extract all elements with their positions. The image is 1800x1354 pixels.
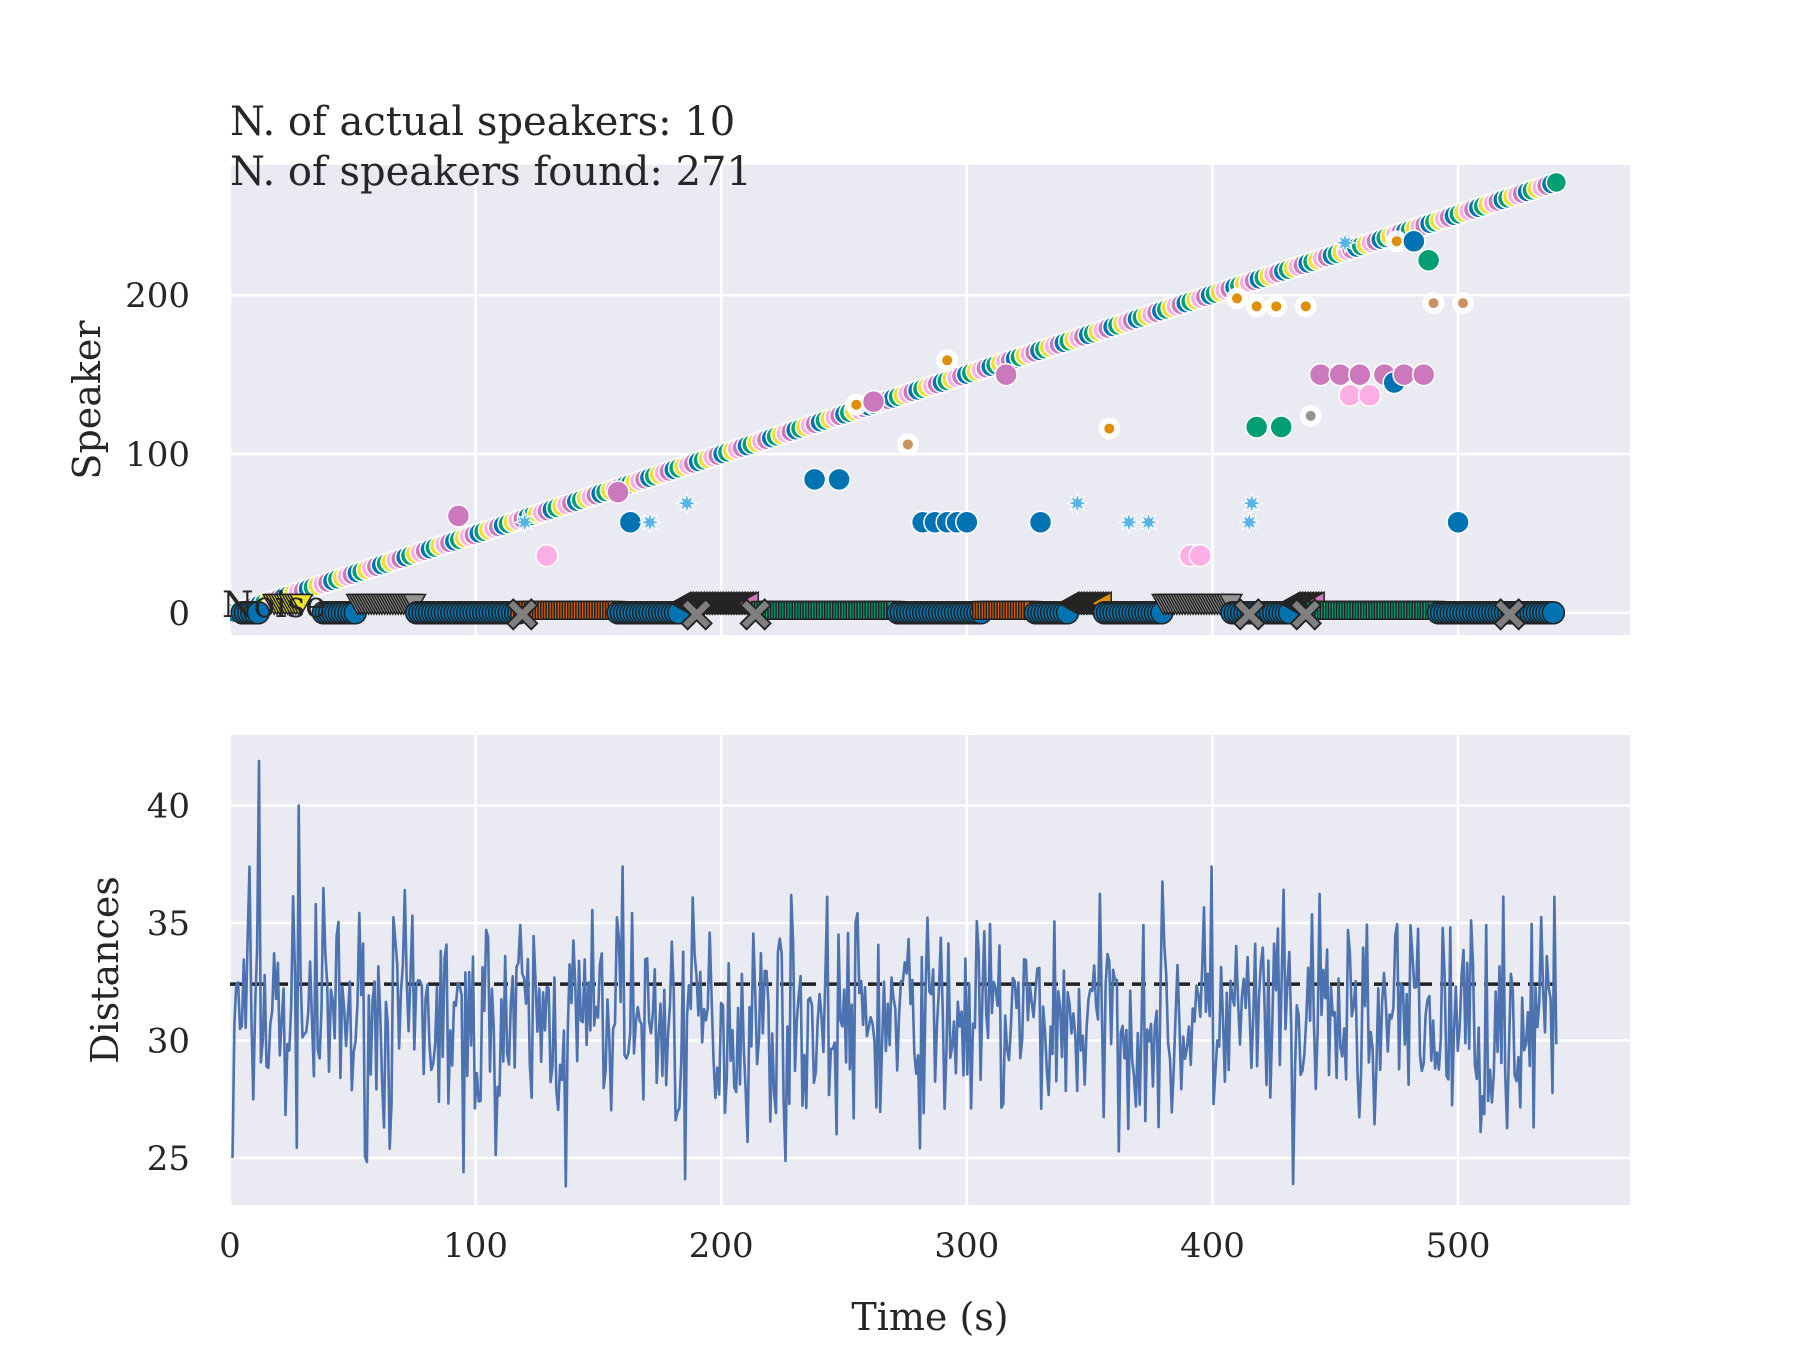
x-tick-label: 500 [1426,1226,1491,1266]
y-tick-label: 200 [125,276,190,316]
noise-marker [1289,598,1323,631]
actual-speaker-point [246,601,270,625]
scatter-point [1457,298,1468,309]
scatter-point [861,389,886,414]
y-tick-label: 25 [147,1139,190,1179]
scatter-point [955,510,979,535]
y-tick-label: 30 [147,1022,190,1062]
noise-marker [739,598,772,631]
y-axis-title: Distances [83,876,127,1064]
scatter-point [1244,415,1269,439]
annotation-text: N. of actual speakers: 10 [230,99,735,145]
scatter-point [1416,248,1441,273]
noise-x-fill [1235,600,1263,629]
scatter-point [446,504,471,528]
scatter-point [1251,301,1262,312]
x-tick-label: 100 [443,1226,508,1266]
y-tick-label: 35 [147,904,190,944]
speaker-markers [230,171,1568,631]
scatter-point [1411,362,1436,387]
scatter-point [1338,383,1362,407]
noise-x-fill [1292,600,1320,629]
scatter-point [1328,362,1352,387]
distance-line [231,759,1558,1188]
scatter-point [1357,383,1382,407]
noise-marker [1493,598,1526,631]
noise-x-fill [1495,600,1524,629]
scatter-point [851,399,862,410]
scatter-point [1239,491,1264,515]
x-tick-label: 300 [934,1226,999,1266]
noise-x-fill [683,600,711,629]
found-speaker-point [1545,171,1568,194]
annotation-text: N. of speakers found: 271 [230,149,752,195]
scatter-point [1333,231,1357,255]
scatter-point [1136,510,1161,535]
scatter-point [606,480,630,504]
y-tick-label: 100 [125,435,190,475]
distance-series [230,759,1558,1188]
scatter-point [1117,510,1141,535]
scatter-point [802,467,827,492]
scatter-point [1308,362,1333,387]
y-axis-title: Speaker [65,320,109,480]
scatter-point [618,510,643,535]
scatter-point [675,491,699,515]
scatter-point [1446,510,1470,535]
scatter-point [1237,510,1262,535]
x-tick-label: 400 [1180,1226,1245,1266]
noise-label: Noise [222,585,326,626]
scatter-point [1271,301,1282,312]
scatter-point [827,467,851,492]
x-axis-title: Time (s) [851,1295,1008,1339]
actual-speaker-point [288,593,314,616]
scatter-point [1392,362,1416,387]
scatter-point [1028,510,1053,535]
x-tick-label: 200 [689,1226,754,1266]
scatter-point [1402,229,1426,253]
scatter-point [512,510,537,535]
scatter-point [994,362,1018,387]
noise-x-fill [508,600,536,629]
scatter-point [1305,410,1316,421]
scatter-point [1232,293,1243,304]
scatter-point [1065,491,1090,515]
y-tick-label: 40 [147,787,190,827]
scatter-point [1428,298,1439,309]
scatter-point [1300,301,1311,312]
actual-speaker-point [1541,601,1566,625]
scatter-point [535,543,559,568]
scatter-point [942,355,953,366]
noise-marker [506,598,539,631]
x-tick-label: 0 [219,1226,241,1266]
scatter-point [1188,543,1212,568]
scatter-point [638,510,662,535]
scatter-point [1348,362,1372,387]
noise-marker [680,598,713,631]
noise-marker [1233,598,1266,631]
scatter-point [902,439,913,450]
scatter-point [1269,415,1293,439]
noise-x-fill [741,600,770,629]
scatter-point [1104,423,1115,434]
scatter-point [1391,236,1402,247]
y-tick-label: 0 [168,594,190,634]
